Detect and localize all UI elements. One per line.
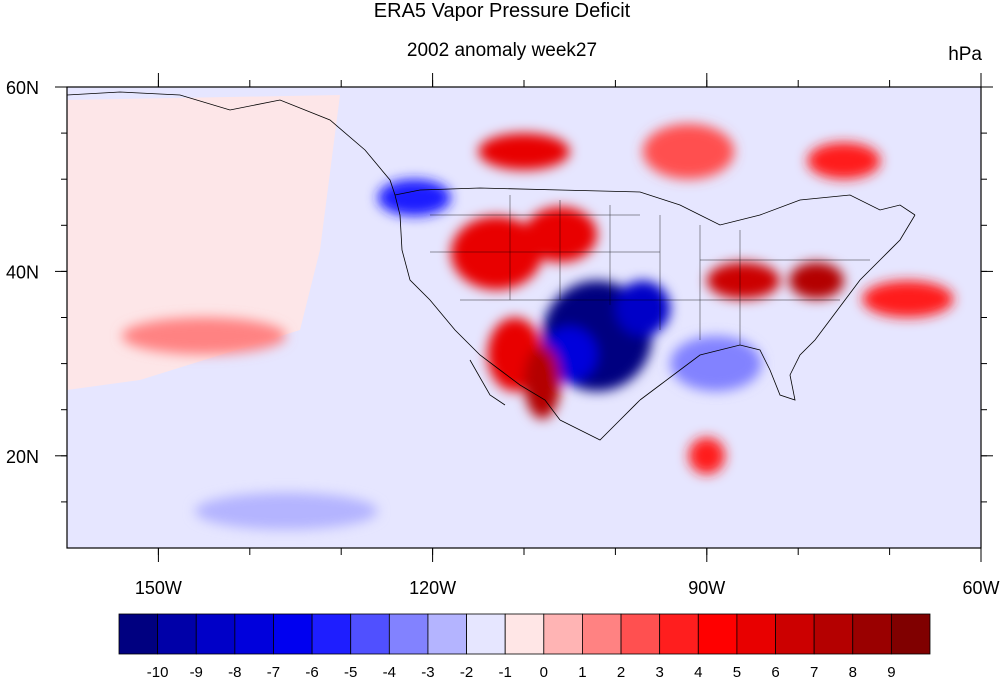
anomaly-region-18: [688, 437, 726, 475]
colorbar-label: 9: [887, 664, 895, 681]
colorbar-label: -10: [147, 664, 169, 681]
colorbar-swatch: [582, 613, 622, 655]
anomaly-region-5: [670, 335, 762, 392]
colorbar-label: 3: [655, 664, 663, 681]
anomaly-region-14: [862, 280, 954, 318]
y-tick-label: 60N: [6, 78, 39, 98]
colorbar-label: 6: [771, 664, 779, 681]
colorbar-swatch: [427, 613, 467, 655]
colorbar-swatch: [157, 613, 197, 655]
y-tick-label: 20N: [6, 447, 39, 467]
coastlines: [67, 91, 916, 441]
map-plot-area: [67, 87, 981, 548]
colorbar-swatch: [350, 613, 390, 655]
colorbar: -10 -9 -8 -7 -6 -5 -4 -3 -2 -1 0 1 2 3 4 5 6 7 8 9: [118, 613, 931, 681]
anomaly-region-2: [615, 280, 671, 336]
y-tick-label: 40N: [6, 262, 39, 282]
colorbar-label: -4: [383, 664, 396, 681]
colorbar-swatch: [697, 613, 738, 655]
state-borders: [430, 195, 870, 345]
colorbar-swatch: [890, 613, 931, 655]
colorbar-swatch: [504, 613, 545, 655]
anomaly-region-8: [524, 206, 598, 263]
colorbar-label: 4: [694, 664, 702, 681]
x-tick-label: 90W: [688, 578, 725, 598]
anomaly-region-17: [121, 317, 287, 355]
colorbar-swatch: [311, 613, 352, 655]
anomaly-region-12: [706, 262, 780, 300]
colorbar-swatch: [620, 613, 661, 655]
anomaly-region-11: [478, 133, 570, 170]
colorbar-swatch: [813, 613, 854, 655]
colorbar-label: -7: [267, 664, 280, 681]
colorbar-label: -5: [344, 664, 357, 681]
colorbar-swatch: [736, 613, 776, 655]
colorbar-label: -6: [305, 664, 318, 681]
anomaly-region-6: [194, 492, 378, 530]
colorbar-label: -3: [421, 664, 434, 681]
colorbar-swatch: [852, 613, 892, 655]
colorbar-label: -2: [460, 664, 473, 681]
map-subtitle: 2002 anomaly week27: [406, 40, 598, 61]
colorbar-swatch: [659, 613, 699, 655]
colorbar-swatch: [466, 613, 506, 655]
colorbar-label: 8: [849, 664, 857, 681]
anomaly-region-15: [642, 123, 735, 180]
anomaly-region-4: [377, 179, 451, 217]
colorbar-swatch: [543, 613, 583, 655]
colorbar-label: -9: [190, 664, 203, 681]
anomaly-region-10: [524, 345, 561, 419]
colorbar-swatch: [388, 613, 429, 655]
axis-ticks: 150W 120W 90W 60W 60N 40N 20N: [6, 73, 1000, 598]
colorbar-swatch: [775, 613, 815, 655]
colorbar-label: 7: [810, 664, 818, 681]
anomaly-region-16: [807, 142, 881, 180]
anomaly-region-7: [450, 216, 543, 290]
colorbar-label: 1: [578, 664, 586, 681]
colorbar-swatch: [118, 613, 159, 655]
x-tick-label: 150W: [135, 578, 182, 598]
units-label: hPa: [948, 44, 982, 65]
colorbar-label: 0: [540, 664, 548, 681]
map-title: ERA5 Vapor Pressure Deficit: [373, 0, 631, 22]
anomaly-region-13: [789, 262, 844, 300]
colorbar-label: -1: [499, 664, 512, 681]
x-tick-label: 60W: [962, 578, 999, 598]
colorbar-swatch: [273, 613, 313, 655]
colorbar-swatch: [195, 613, 236, 655]
colorbar-label: 2: [617, 664, 625, 681]
x-tick-label: 120W: [409, 578, 456, 598]
colorbar-label: 5: [733, 664, 741, 681]
colorbar-label: -8: [228, 664, 241, 681]
pacific-positive-band: [67, 95, 340, 390]
colorbar-swatch: [234, 613, 274, 655]
